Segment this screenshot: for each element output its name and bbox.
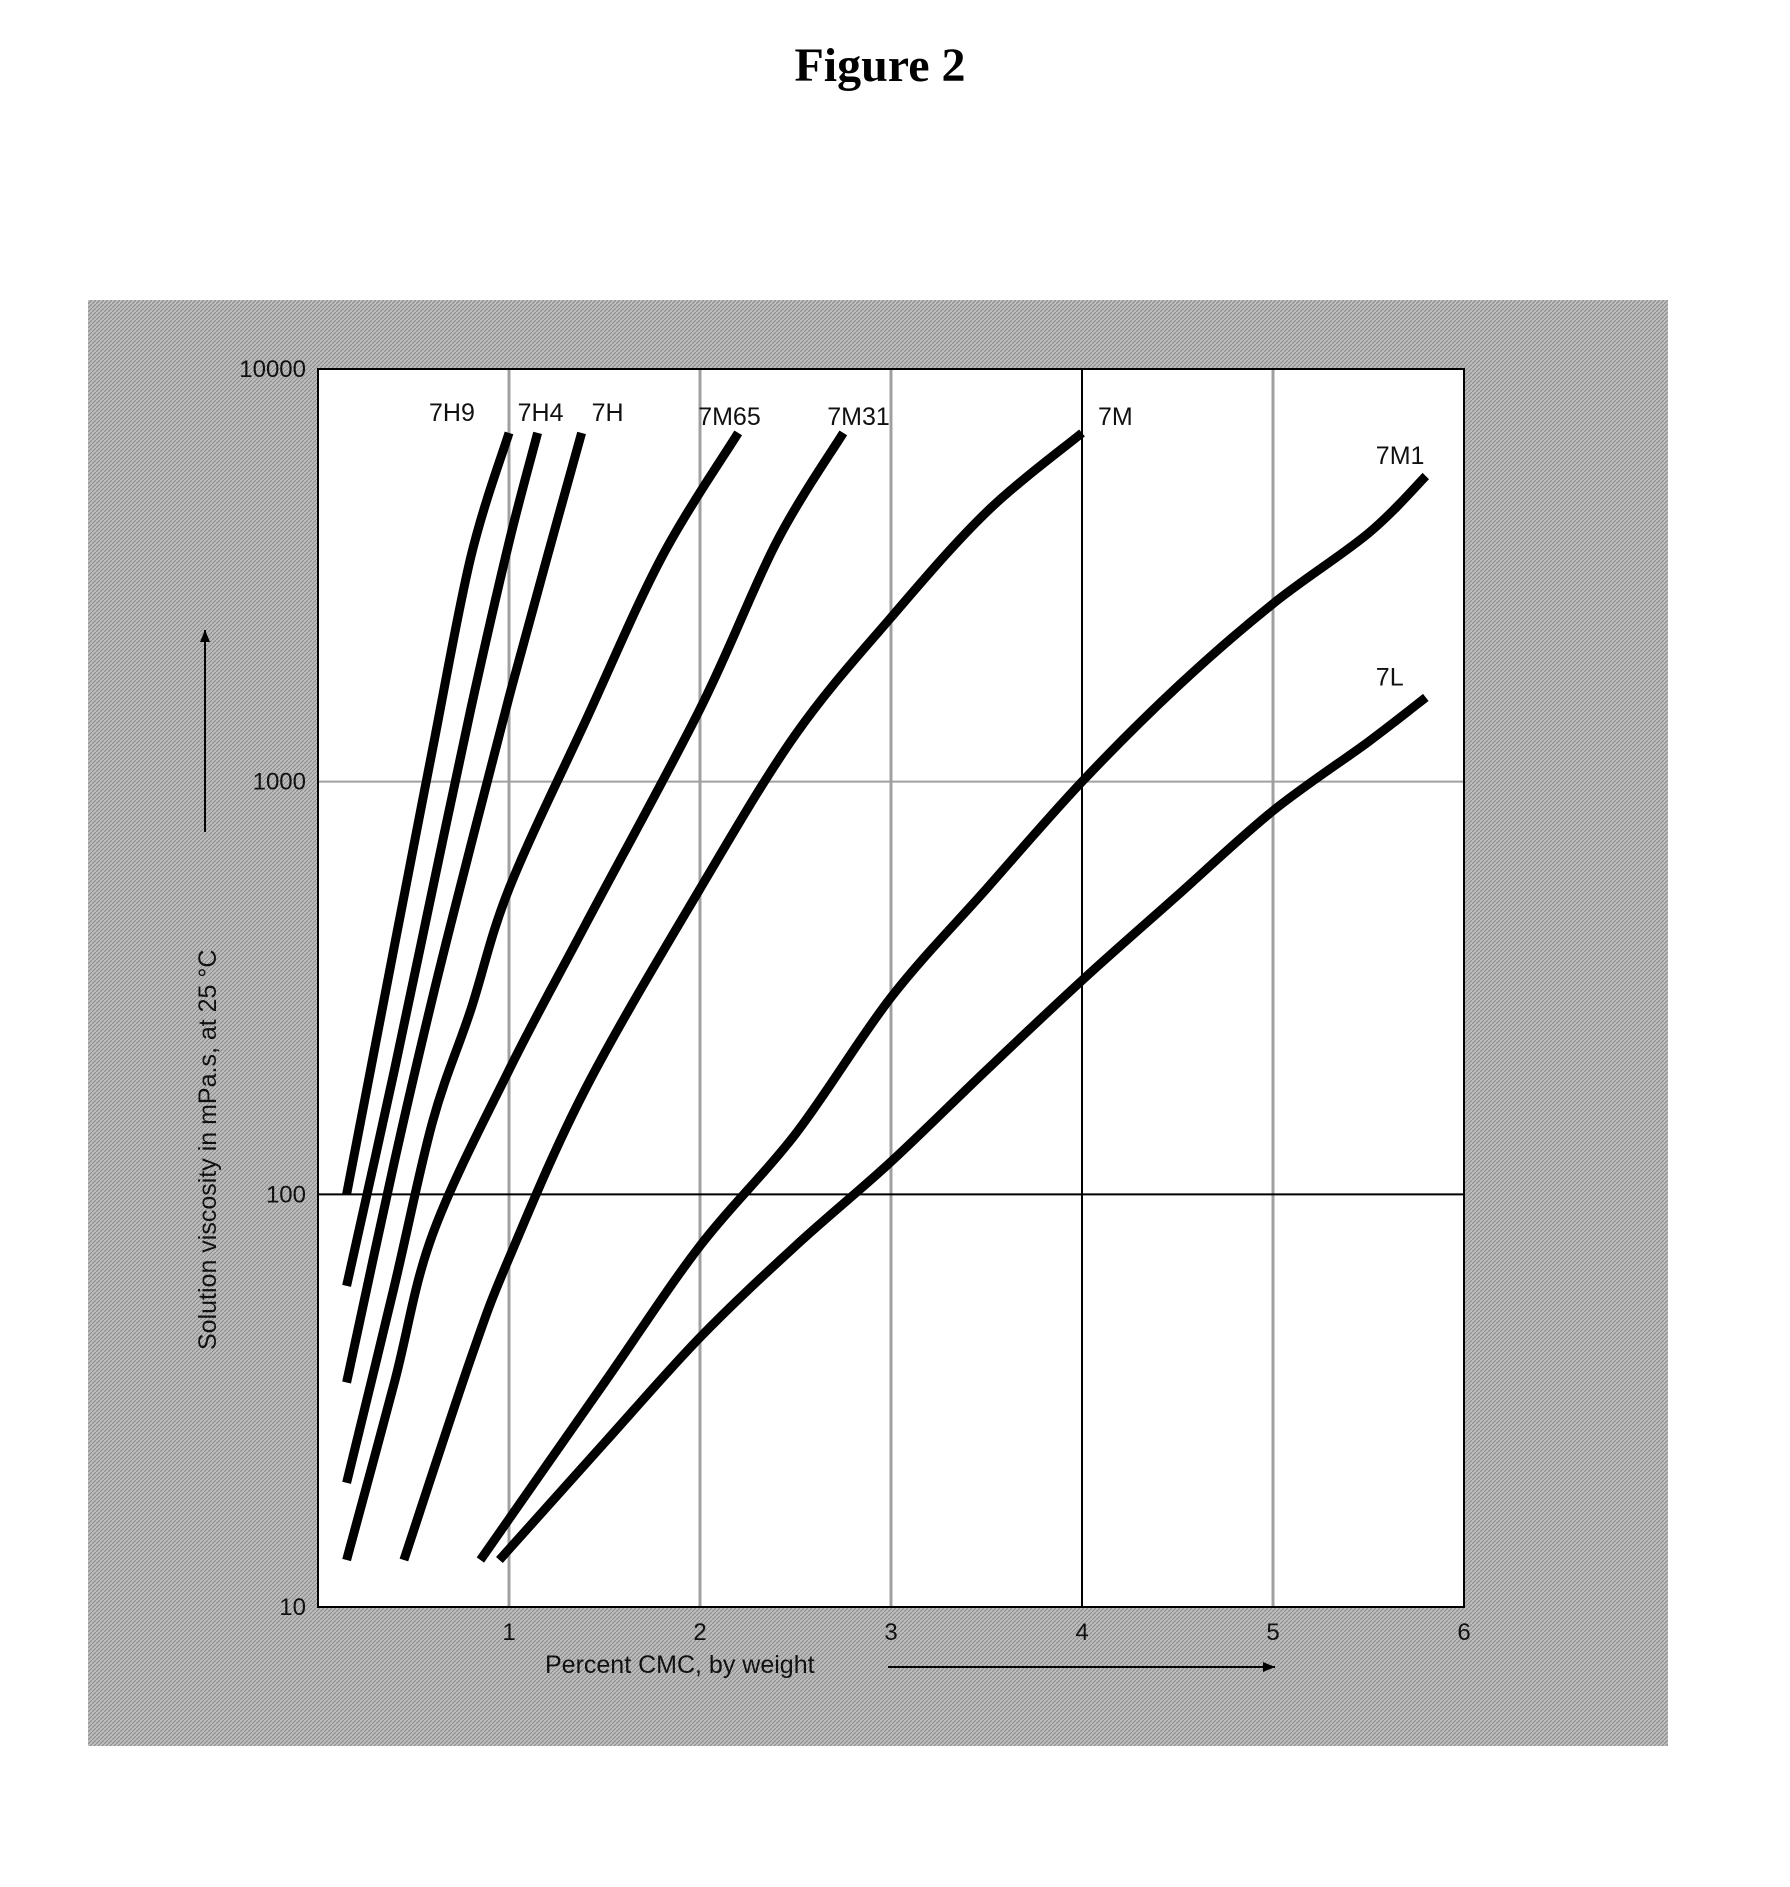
x-axis-title: Percent CMC, by weight: [545, 1651, 815, 1679]
figure-title: Figure 2: [794, 39, 966, 92]
series-label-7h4: 7H4: [518, 399, 564, 427]
y-tick-label: 1000: [253, 769, 306, 796]
series-label-7h: 7H: [592, 399, 624, 427]
series-label-7h9: 7H9: [429, 399, 475, 427]
x-tick-label: 2: [693, 1619, 706, 1646]
plot-frame: [317, 368, 1465, 1608]
x-tick-label: 6: [1457, 1619, 1470, 1646]
x-tick-label: 1: [502, 1619, 515, 1646]
series-line-7h: [342, 431, 586, 1384]
y-tick-label: 100: [266, 1181, 306, 1208]
series-line-7m: [399, 429, 1085, 1562]
series-line-7h9: [342, 431, 514, 1196]
series-label-7m1: 7M1: [1376, 442, 1425, 470]
series-line-7m31: [342, 430, 848, 1562]
series-line-7h4: [342, 431, 542, 1287]
x-tick-label: 5: [1266, 1619, 1279, 1646]
series-label-7m65: 7M65: [698, 403, 761, 431]
series-labels: 7H9 7H4 7H 7M65 7M31 7M 7M1 7L: [429, 399, 1424, 692]
series-lines: [342, 429, 1430, 1564]
gridlines: [318, 369, 1464, 1607]
x-tick-label: 4: [1075, 1619, 1088, 1646]
x-axis-arrowhead: [1263, 1662, 1275, 1672]
y-tick-label: 10: [279, 1594, 306, 1621]
series-label-7l: 7L: [1376, 663, 1404, 691]
series-line-7l: [496, 693, 1429, 1564]
series-line-7m65: [342, 430, 743, 1484]
series-label-7m: 7M: [1098, 403, 1133, 431]
y-axis-title: Solution viscosity in mPa.s, at 25 °C: [194, 950, 222, 1350]
series-line-7m1: [476, 472, 1430, 1563]
series-label-7m31: 7M31: [827, 403, 890, 431]
x-tick-label: 3: [884, 1619, 897, 1646]
y-axis-arrowhead: [200, 630, 210, 642]
y-tick-label: 10000: [239, 356, 306, 383]
tick-labels: 1 2 3 4 5 6 10 100 1000 10000: [239, 356, 1470, 1646]
